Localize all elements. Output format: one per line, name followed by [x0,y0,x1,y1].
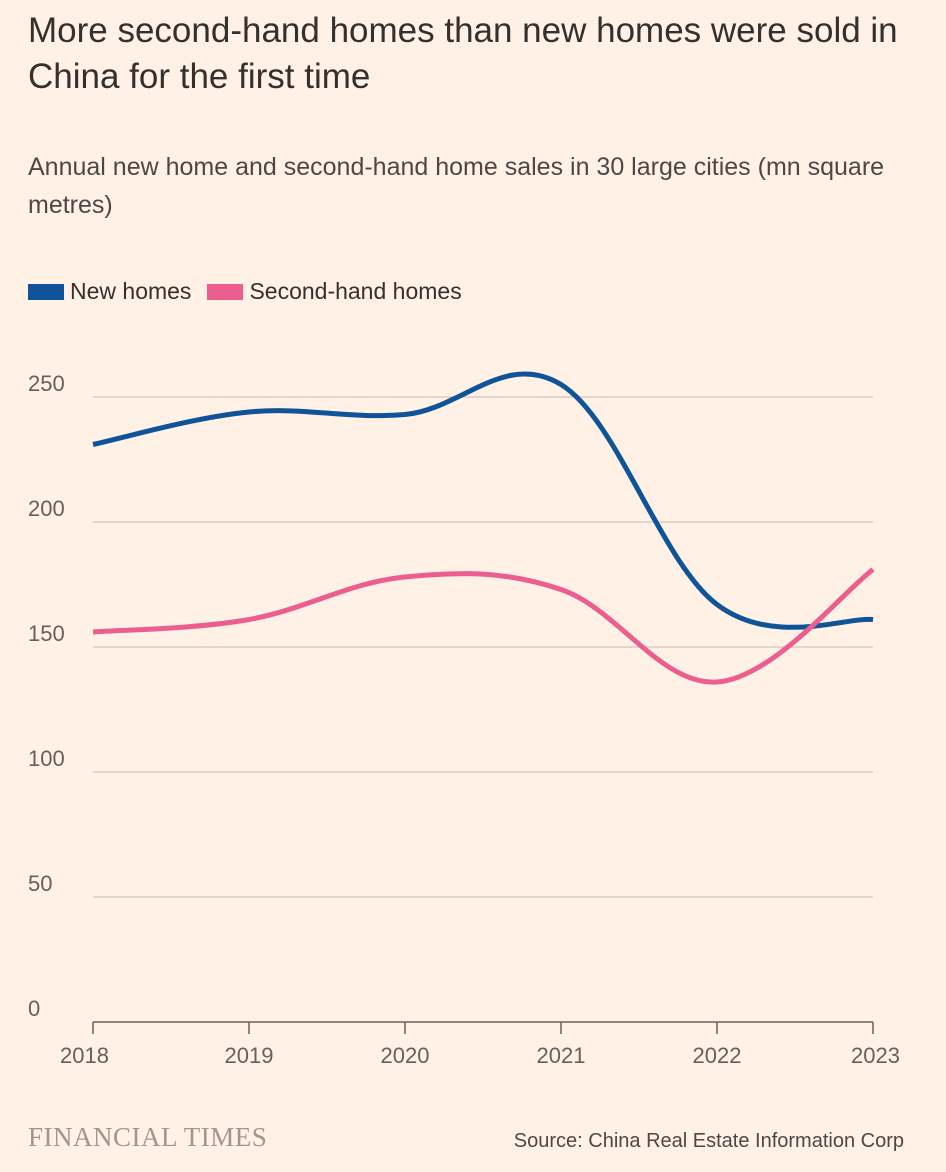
legend-label-second-hand-homes: Second-hand homes [249,278,462,304]
y-tick-label-200: 200 [28,496,65,521]
legend-item-second-hand-homes: Second-hand homes [207,278,462,305]
x-tick-label-2023: 2023 [851,1043,900,1068]
x-tick-label-2020: 2020 [381,1043,430,1068]
legend-swatch-new-homes [28,283,64,300]
x-tick-label-2022: 2022 [693,1043,742,1068]
legend-label-new-homes: New homes [70,278,192,304]
y-tick-label-0: 0 [28,996,40,1021]
legend-item-new-homes: New homes [28,278,191,305]
y-tick-label-150: 150 [28,621,65,646]
y-tick-label-50: 50 [28,871,52,896]
legend-swatch-second-hand-homes [207,283,244,300]
source-note: Source: China Real Estate Information Co… [513,1130,904,1152]
ft-logo: FINANCIAL TIMES [28,1122,268,1152]
x-tick-label-2021: 2021 [537,1043,586,1068]
series-line-second-hand-homes [92,567,875,685]
y-tick-label-250: 250 [28,371,65,396]
chart-title: More second-hand homes than new homes we… [28,11,898,96]
series-line-new-homes [92,371,874,630]
chart-subtitle: Annual new home and second-hand home sal… [28,153,885,219]
x-tick-label-2018: 2018 [60,1043,109,1068]
x-tick-label-2019: 2019 [225,1043,274,1068]
y-tick-label-100: 100 [28,746,65,771]
chart-legend: New homes Second-hand homes [28,278,478,305]
